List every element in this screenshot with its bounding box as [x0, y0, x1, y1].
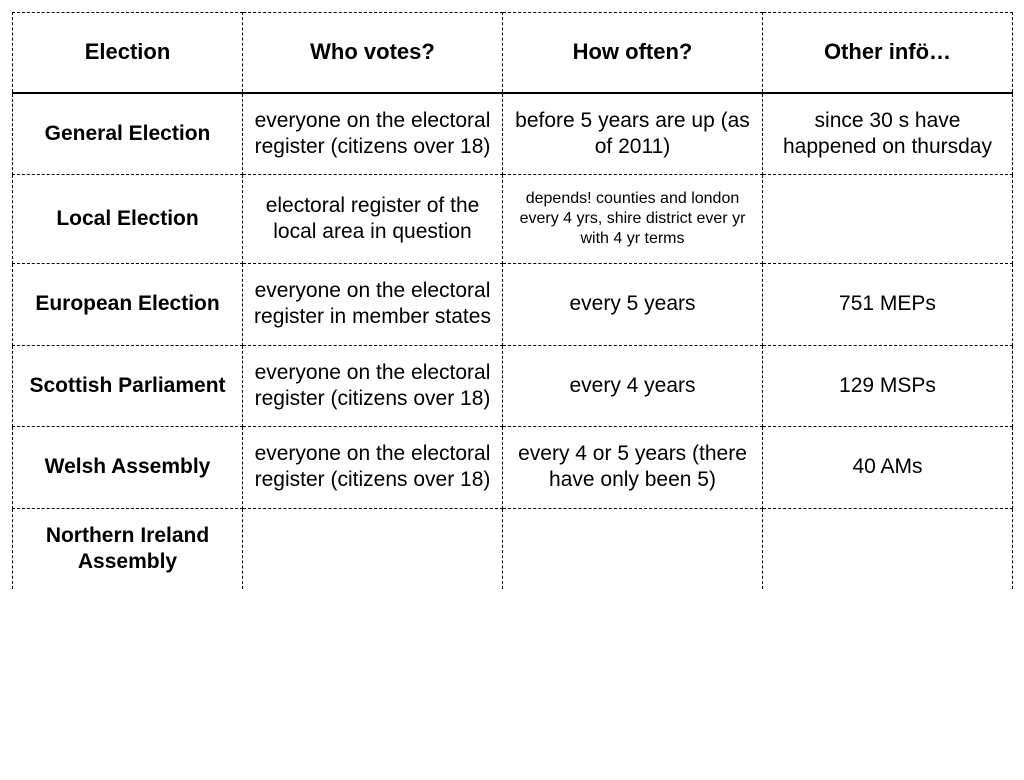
col-how-often: How often?: [503, 13, 763, 93]
col-who-votes: Who votes?: [243, 13, 503, 93]
table-row: Scottish Parliament everyone on the elec…: [13, 345, 1013, 427]
cell-how-often: every 5 years: [503, 264, 763, 346]
cell-how-often: depends! counties and london every 4 yrs…: [503, 175, 763, 264]
cell-how-often: every 4 or 5 years (there have only been…: [503, 427, 763, 509]
cell-who: electoral register of the local area in …: [243, 175, 503, 264]
col-other-info: Other infö…: [763, 13, 1013, 93]
col-election: Election: [13, 13, 243, 93]
cell-how-often: every 4 years: [503, 345, 763, 427]
cell-who: everyone on the electoral register (citi…: [243, 345, 503, 427]
cell-other: 129 MSPs: [763, 345, 1013, 427]
cell-how-often: [503, 508, 763, 589]
table-header-row: Election Who votes? How often? Other inf…: [13, 13, 1013, 93]
table-row: European Election everyone on the electo…: [13, 264, 1013, 346]
elections-table: Election Who votes? How often? Other inf…: [12, 12, 1013, 589]
cell-other: [763, 175, 1013, 264]
cell-election: General Election: [13, 93, 243, 175]
cell-election: European Election: [13, 264, 243, 346]
cell-who: everyone on the electoral register in me…: [243, 264, 503, 346]
cell-other: since 30 s have happened on thursday: [763, 93, 1013, 175]
cell-other: [763, 508, 1013, 589]
cell-election: Northern Ireland Assembly: [13, 508, 243, 589]
cell-who: everyone on the electoral register (citi…: [243, 93, 503, 175]
cell-other: 40 AMs: [763, 427, 1013, 509]
cell-how-often: before 5 years are up (as of 2011): [503, 93, 763, 175]
cell-who: [243, 508, 503, 589]
cell-other: 751 MEPs: [763, 264, 1013, 346]
table-row: Northern Ireland Assembly: [13, 508, 1013, 589]
table-row: General Election everyone on the elector…: [13, 93, 1013, 175]
cell-who: everyone on the electoral register (citi…: [243, 427, 503, 509]
cell-election: Local Election: [13, 175, 243, 264]
cell-election: Scottish Parliament: [13, 345, 243, 427]
cell-election: Welsh Assembly: [13, 427, 243, 509]
table-row: Welsh Assembly everyone on the electoral…: [13, 427, 1013, 509]
table-row: Local Election electoral register of the…: [13, 175, 1013, 264]
